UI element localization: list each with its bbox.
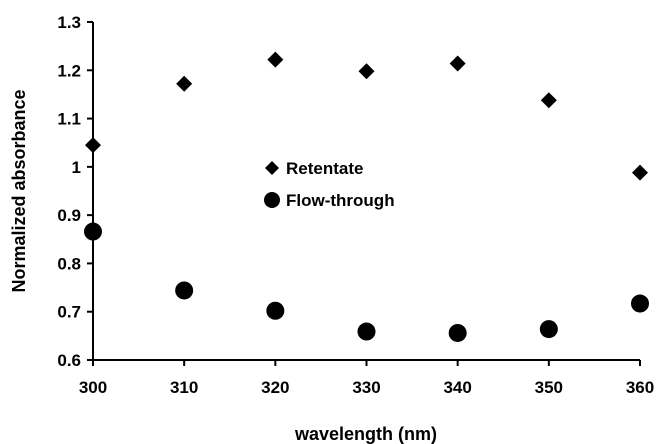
x-tick-label: 300 [79,378,107,397]
retentate-point [449,55,466,72]
retentate-point [632,164,648,181]
legend-marker-flow-through [264,192,280,208]
data-points [84,51,649,342]
y-tick-label: 0.6 [57,351,81,370]
legend-marker-retentate [265,161,279,175]
y-tick-label: 1.2 [57,61,81,80]
retentate-point [358,63,375,80]
y-tick-label: 1.1 [57,110,81,129]
x-tick-label: 320 [261,378,289,397]
y-tick-label: 0.7 [57,303,81,322]
flow-through-point [631,294,649,313]
x-tick-label: 360 [626,378,654,397]
retentate-point [176,75,193,92]
y-tick-label: 0.8 [57,254,81,273]
x-axis-title: wavelength (nm) [294,424,437,444]
legend-label-flow-through: Flow-through [286,191,395,210]
y-axis-title: Normalized absorbance [9,89,29,292]
y-axis-ticks: 0.6 0.7 0.8 0.9 1 1.1 1.2 1.3 [57,13,93,370]
x-tick-label: 330 [352,378,380,397]
flow-through-point [84,222,102,241]
x-tick-label: 310 [170,378,198,397]
retentate-point [540,92,557,109]
flow-through-point [448,323,467,342]
legend: Retentate Flow-through [264,159,395,210]
retentate-point [267,51,284,68]
flow-through-point [175,281,194,300]
flow-through-point [266,301,285,320]
flow-through-point [357,322,376,341]
legend-label-retentate: Retentate [286,159,363,178]
y-tick-label: 1 [72,158,81,177]
x-axis-ticks: 300 310 320 330 340 350 360 [79,360,654,397]
retentate-point [85,137,101,154]
y-tick-label: 1.3 [57,13,81,32]
x-tick-label: 350 [535,378,563,397]
x-tick-label: 340 [443,378,471,397]
flow-through-point [539,320,558,339]
y-tick-label: 0.9 [57,206,81,225]
